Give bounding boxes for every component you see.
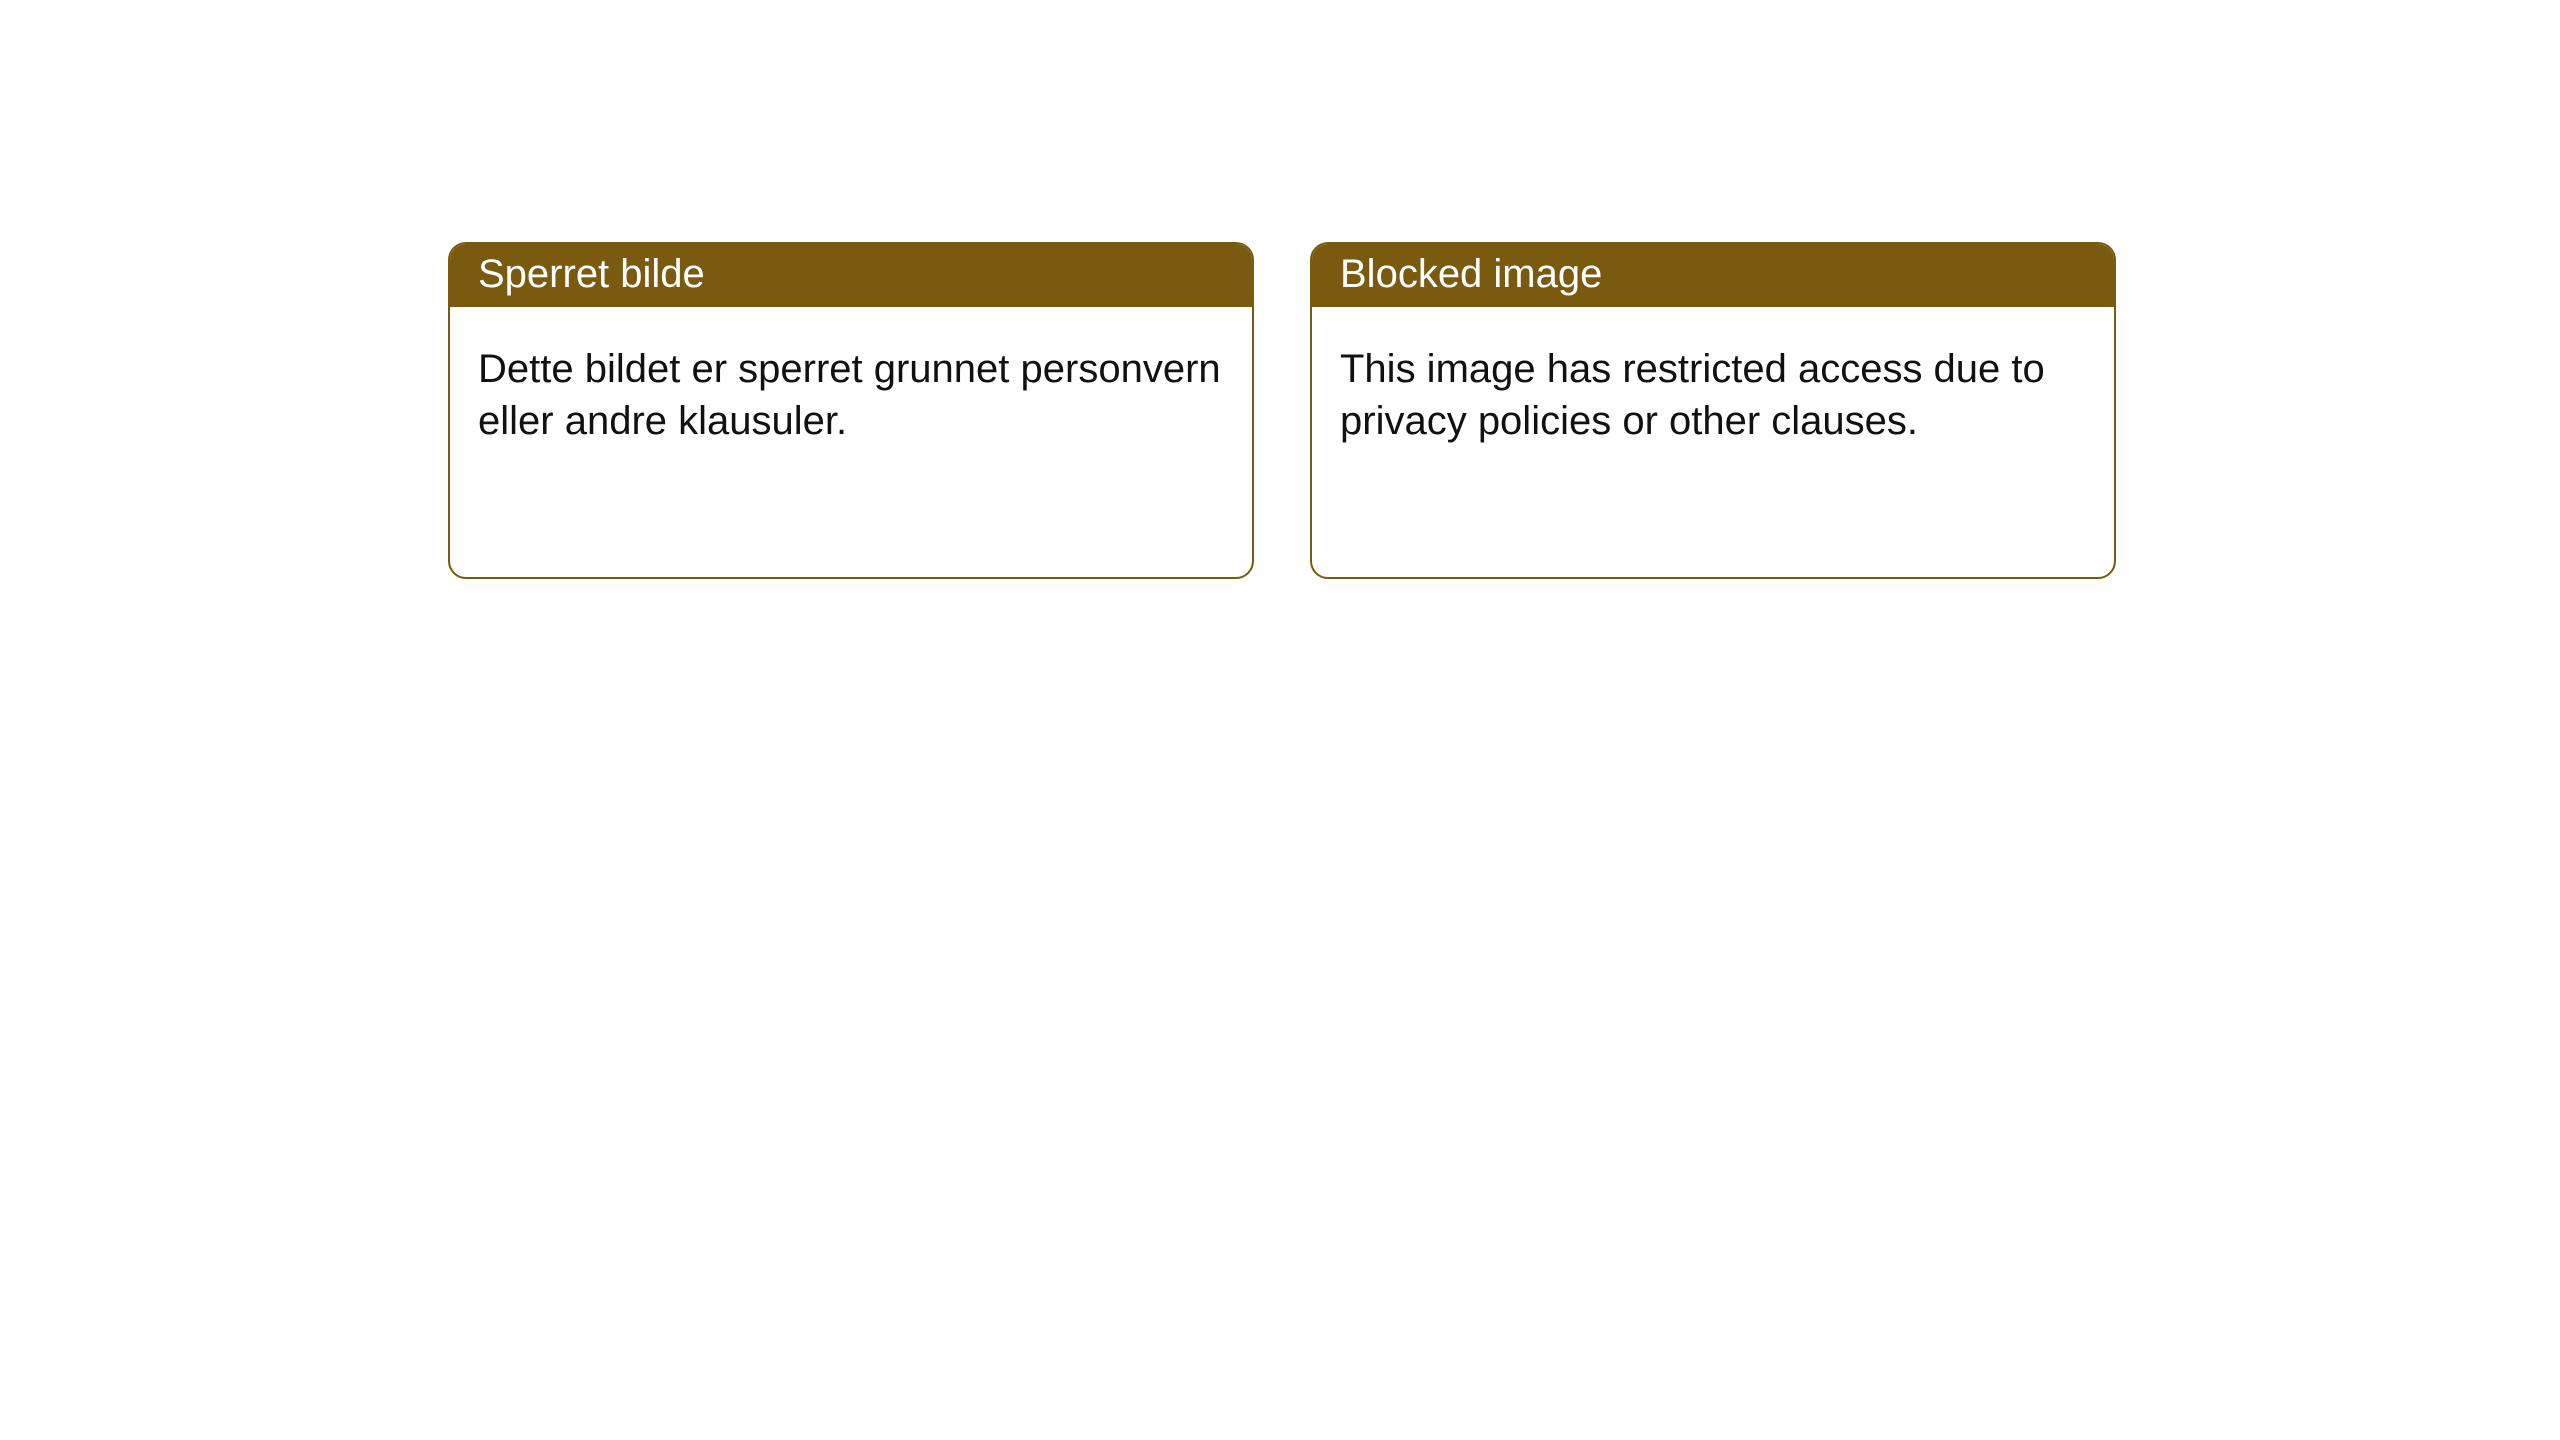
- notice-header: Blocked image: [1312, 244, 2114, 307]
- notice-body-text: This image has restricted access due to …: [1340, 347, 2045, 443]
- notice-card-english: Blocked image This image has restricted …: [1310, 242, 2116, 579]
- notice-body: This image has restricted access due to …: [1312, 307, 2114, 483]
- notice-body-text: Dette bildet er sperret grunnet personve…: [478, 347, 1221, 443]
- notice-card-norwegian: Sperret bilde Dette bildet er sperret gr…: [448, 242, 1254, 579]
- notice-container: Sperret bilde Dette bildet er sperret gr…: [448, 242, 2116, 579]
- notice-header: Sperret bilde: [450, 244, 1252, 307]
- notice-body: Dette bildet er sperret grunnet personve…: [450, 307, 1252, 483]
- notice-title: Blocked image: [1340, 252, 1602, 296]
- notice-title: Sperret bilde: [478, 252, 705, 296]
